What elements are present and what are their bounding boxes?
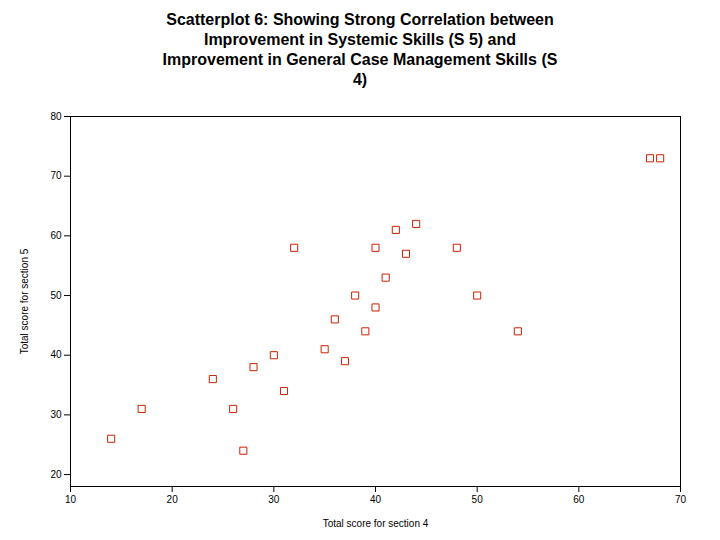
- svg-text:60: 60: [573, 494, 585, 505]
- svg-text:50: 50: [50, 290, 62, 301]
- svg-text:70: 70: [675, 494, 687, 505]
- svg-text:40: 40: [370, 494, 382, 505]
- svg-text:60: 60: [50, 230, 62, 241]
- svg-text:40: 40: [50, 349, 62, 360]
- svg-text:70: 70: [50, 170, 62, 181]
- svg-text:20: 20: [50, 469, 62, 480]
- svg-text:Total score for section 5: Total score for section 5: [19, 248, 30, 354]
- svg-text:80: 80: [50, 111, 62, 122]
- html-text:Scatterplot 6: Showing Strong: Scatterplot 6: Showing Strong Correlatio…: [162, 11, 558, 88]
- svg-text:50: 50: [472, 494, 484, 505]
- svg-text:20: 20: [167, 494, 179, 505]
- svg-text:Total score for section 4: Total score for section 4: [323, 518, 429, 529]
- svg-text:30: 30: [50, 409, 62, 420]
- svg-text:10: 10: [65, 494, 77, 505]
- svg-text:30: 30: [268, 494, 280, 505]
